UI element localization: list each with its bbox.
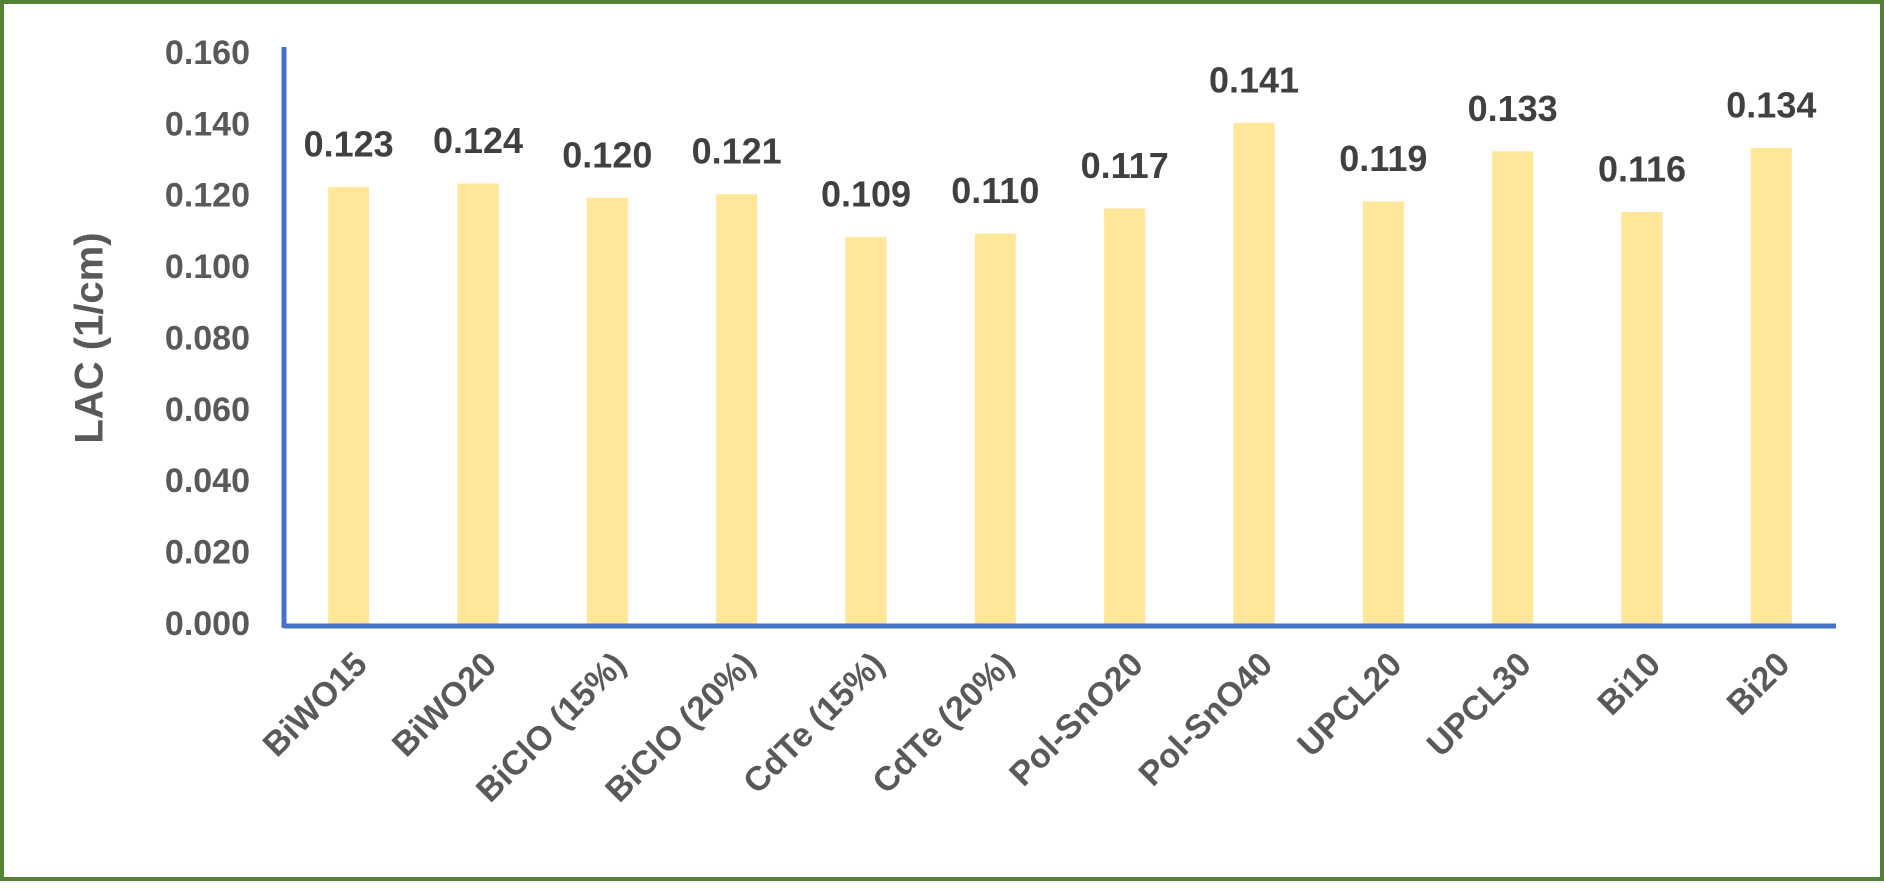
- bar: [845, 237, 887, 626]
- bar: [1233, 122, 1275, 627]
- data-label: 0.134: [1726, 84, 1816, 125]
- y-tick-label: 0.160: [165, 34, 250, 72]
- data-label: 0.110: [951, 170, 1039, 211]
- bar: [716, 194, 758, 626]
- data-label: 0.123: [304, 124, 394, 165]
- data-label: 0.124: [433, 120, 523, 161]
- data-label: 0.117: [1081, 145, 1169, 186]
- bar: [1621, 212, 1663, 626]
- bar: [457, 183, 499, 626]
- y-tick-label: 0.000: [165, 605, 250, 643]
- data-label: 0.121: [692, 131, 782, 172]
- y-tick-label: 0.060: [165, 391, 250, 429]
- y-tick-label: 0.080: [165, 319, 250, 357]
- data-label: 0.141: [1209, 59, 1299, 100]
- bar: [1750, 147, 1792, 626]
- bar: [586, 197, 628, 626]
- data-label: 0.119: [1339, 138, 1427, 179]
- y-tick-label: 0.100: [165, 248, 250, 286]
- bar: [974, 233, 1016, 626]
- data-label: 0.133: [1468, 88, 1558, 129]
- y-tick-label: 0.140: [165, 105, 250, 143]
- y-tick-label: 0.040: [165, 462, 250, 500]
- bar: [1492, 151, 1534, 626]
- data-label: 0.120: [562, 134, 652, 175]
- data-label: 0.116: [1598, 149, 1686, 190]
- data-label: 0.109: [821, 174, 911, 215]
- y-axis-title: LAC (1/cm): [68, 232, 112, 443]
- y-tick-label: 0.120: [165, 177, 250, 215]
- bar: [1362, 201, 1404, 626]
- y-tick-label: 0.020: [165, 534, 250, 572]
- bar: [328, 187, 370, 626]
- bar: [1104, 208, 1146, 627]
